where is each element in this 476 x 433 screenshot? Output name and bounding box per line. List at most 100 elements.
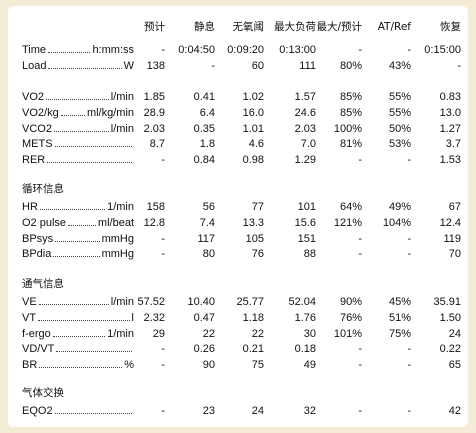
cell: 158 (146, 201, 165, 213)
cell: - (358, 359, 362, 372)
parameter: Load (22, 59, 47, 72)
row-label: BPdia mmHg (22, 247, 134, 261)
cell: 0:09:20 (227, 44, 264, 56)
cell: 88 (303, 248, 316, 261)
cell: 3.7 (445, 138, 461, 151)
cell: 0.98 (242, 154, 264, 167)
unit: % (124, 359, 134, 372)
parameter: O2 pulse (22, 216, 67, 229)
cell: 55% (388, 106, 411, 119)
parameter: VE (22, 296, 37, 308)
cell: 22 (251, 327, 264, 340)
cell: 1.29 (294, 154, 316, 167)
cell: - (407, 248, 411, 261)
cell: 12.8 (143, 216, 165, 229)
parameter: VO2/kg (22, 106, 59, 119)
section-title: 通气信息 (22, 278, 64, 290)
cell: 0.22 (439, 343, 461, 356)
cell: 105 (245, 232, 264, 245)
unit: mmHg (101, 232, 134, 245)
cell: - (161, 359, 165, 372)
cell: 0.83 (439, 91, 461, 103)
parameter: BR (22, 359, 38, 372)
cell: 6.4 (199, 106, 215, 119)
cell: 1.8 (199, 138, 215, 151)
leader-dots (53, 247, 100, 258)
unit: W (123, 59, 134, 72)
cell: 65 (448, 359, 461, 372)
parameter: Time (22, 44, 47, 56)
leader-dots (52, 327, 106, 337)
unit: l/min (110, 296, 134, 308)
row-label: Time h:mm:ss (22, 43, 134, 57)
cell: 138 (146, 59, 165, 72)
cell: 7.0 (300, 138, 316, 151)
cell: 90% (339, 296, 362, 308)
row-label: BR% (22, 358, 134, 372)
cell: 0.18 (294, 343, 316, 356)
cell: 52.04 (288, 296, 316, 308)
cell: 80 (202, 248, 215, 261)
cell: 1.02 (242, 91, 264, 103)
cell: 77 (251, 201, 264, 213)
row-label: EQO2 (22, 404, 134, 418)
row-label: VO2 l/min (22, 90, 134, 104)
cell: - (161, 343, 165, 356)
cell: 90 (202, 359, 215, 372)
cell: 51% (388, 311, 411, 324)
unit: 1/min (107, 327, 134, 340)
cell: 151 (297, 232, 316, 245)
cell: 0.84 (193, 154, 215, 167)
leader-dots (56, 342, 132, 353)
parameter: METS (22, 138, 53, 151)
cell: 0:13:00 (279, 44, 316, 56)
cell: - (358, 248, 362, 261)
leader-dots (47, 153, 132, 164)
cell: 49 (303, 359, 316, 372)
cell: - (358, 44, 362, 56)
row-label: VCO2 l/min (22, 122, 134, 136)
cell: 13.0 (439, 106, 461, 119)
cell: 55% (388, 91, 411, 103)
cell: 29 (152, 327, 165, 340)
cell: 4.6 (248, 138, 264, 151)
parameter: BPdia (22, 248, 52, 261)
cell: 49% (388, 201, 411, 213)
cell: - (211, 59, 215, 72)
column-header: 预计 (144, 21, 165, 33)
leader-dots (38, 295, 109, 305)
cell: 15.6 (294, 216, 316, 229)
cell: 1.18 (242, 311, 264, 324)
unit: l/min (110, 91, 134, 103)
cell: 53% (388, 138, 411, 151)
cell: 0.41 (193, 91, 215, 103)
column-header: 最大负荷 (274, 21, 316, 33)
unit: 1/min (107, 201, 134, 213)
cell: 0.47 (193, 311, 215, 324)
cell: 1.57 (294, 91, 316, 103)
cell: 1.01 (242, 122, 264, 135)
row-label: f-ergo 1/min (22, 327, 134, 341)
cell: 43% (388, 59, 411, 72)
cell: - (358, 232, 362, 245)
cell: 32 (303, 405, 316, 417)
cell: 60 (251, 59, 264, 72)
cell: 2.32 (143, 311, 165, 324)
column-header: 恢复 (440, 21, 461, 33)
parameter: f-ergo (22, 327, 51, 340)
cell: - (407, 343, 411, 356)
cell: - (407, 44, 411, 56)
leader-dots (46, 90, 109, 100)
leader-dots (54, 404, 132, 414)
cell: 42 (448, 405, 461, 417)
parameter: VO2 (22, 91, 45, 103)
cell: - (161, 232, 165, 245)
cell: - (161, 44, 165, 56)
cell: 0:15:00 (424, 44, 461, 56)
cell: 8.7 (149, 138, 165, 151)
leader-dots (60, 106, 85, 116)
unit: l/min (110, 122, 134, 135)
unit: l (131, 311, 134, 324)
cell: 1.27 (439, 122, 461, 135)
